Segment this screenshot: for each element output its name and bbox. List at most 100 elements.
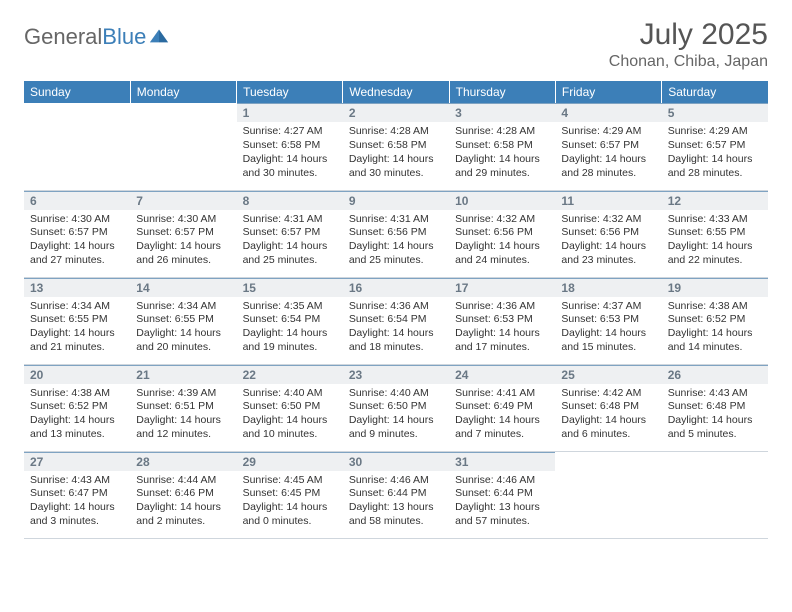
calendar-day-cell: 10Sunrise: 4:32 AMSunset: 6:56 PMDayligh… [449, 190, 555, 277]
day-number: 14 [130, 278, 236, 297]
day-number: 28 [130, 452, 236, 471]
day-number: 30 [343, 452, 449, 471]
day-details: Sunrise: 4:41 AMSunset: 6:49 PMDaylight:… [449, 384, 555, 444]
day-header-row: Sunday Monday Tuesday Wednesday Thursday… [24, 81, 768, 103]
day-number: 7 [130, 191, 236, 210]
day-number: 13 [24, 278, 130, 297]
day-number: 16 [343, 278, 449, 297]
day-details: Sunrise: 4:34 AMSunset: 6:55 PMDaylight:… [130, 297, 236, 357]
calendar-day-cell: 6Sunrise: 4:30 AMSunset: 6:57 PMDaylight… [24, 190, 130, 277]
day-details: Sunrise: 4:44 AMSunset: 6:46 PMDaylight:… [130, 471, 236, 531]
day-details: Sunrise: 4:29 AMSunset: 6:57 PMDaylight:… [555, 122, 661, 182]
calendar-day-cell: 5Sunrise: 4:29 AMSunset: 6:57 PMDaylight… [662, 103, 768, 190]
logo-text-general: General [24, 24, 102, 50]
day-number: 19 [662, 278, 768, 297]
calendar-day-cell: 14Sunrise: 4:34 AMSunset: 6:55 PMDayligh… [130, 277, 236, 364]
calendar-day-cell: 17Sunrise: 4:36 AMSunset: 6:53 PMDayligh… [449, 277, 555, 364]
calendar-day-cell: 27Sunrise: 4:43 AMSunset: 6:47 PMDayligh… [24, 451, 130, 538]
day-details: Sunrise: 4:31 AMSunset: 6:57 PMDaylight:… [237, 210, 343, 270]
day-number: 17 [449, 278, 555, 297]
day-number: 3 [449, 103, 555, 122]
day-number: 25 [555, 365, 661, 384]
day-details: Sunrise: 4:40 AMSunset: 6:50 PMDaylight:… [237, 384, 343, 444]
calendar-day-cell: 22Sunrise: 4:40 AMSunset: 6:50 PMDayligh… [237, 364, 343, 451]
calendar-day-cell: 23Sunrise: 4:40 AMSunset: 6:50 PMDayligh… [343, 364, 449, 451]
day-details: Sunrise: 4:31 AMSunset: 6:56 PMDaylight:… [343, 210, 449, 270]
calendar-day-cell: 13Sunrise: 4:34 AMSunset: 6:55 PMDayligh… [24, 277, 130, 364]
day-number: 1 [237, 103, 343, 122]
day-number: 24 [449, 365, 555, 384]
calendar-day-cell: 19Sunrise: 4:38 AMSunset: 6:52 PMDayligh… [662, 277, 768, 364]
day-number: 20 [24, 365, 130, 384]
calendar-week-row: 27Sunrise: 4:43 AMSunset: 6:47 PMDayligh… [24, 451, 768, 538]
day-details: Sunrise: 4:28 AMSunset: 6:58 PMDaylight:… [449, 122, 555, 182]
day-details: Sunrise: 4:30 AMSunset: 6:57 PMDaylight:… [130, 210, 236, 270]
calendar-day-cell: 18Sunrise: 4:37 AMSunset: 6:53 PMDayligh… [555, 277, 661, 364]
title-block: July 2025 Chonan, Chiba, Japan [609, 18, 768, 71]
calendar-day-cell: 2Sunrise: 4:28 AMSunset: 6:58 PMDaylight… [343, 103, 449, 190]
calendar-day-cell: 26Sunrise: 4:43 AMSunset: 6:48 PMDayligh… [662, 364, 768, 451]
calendar-day-cell [662, 451, 768, 538]
calendar-week-row: 13Sunrise: 4:34 AMSunset: 6:55 PMDayligh… [24, 277, 768, 364]
day-number: 21 [130, 365, 236, 384]
calendar-day-cell: 15Sunrise: 4:35 AMSunset: 6:54 PMDayligh… [237, 277, 343, 364]
day-details: Sunrise: 4:46 AMSunset: 6:44 PMDaylight:… [343, 471, 449, 531]
calendar-table: Sunday Monday Tuesday Wednesday Thursday… [24, 81, 768, 539]
calendar-week-row: 20Sunrise: 4:38 AMSunset: 6:52 PMDayligh… [24, 364, 768, 451]
day-number: 10 [449, 191, 555, 210]
day-number: 31 [449, 452, 555, 471]
day-header: Friday [555, 81, 661, 103]
calendar-day-cell: 25Sunrise: 4:42 AMSunset: 6:48 PMDayligh… [555, 364, 661, 451]
calendar-day-cell: 7Sunrise: 4:30 AMSunset: 6:57 PMDaylight… [130, 190, 236, 277]
day-details: Sunrise: 4:32 AMSunset: 6:56 PMDaylight:… [555, 210, 661, 270]
calendar-day-cell [24, 103, 130, 190]
day-details: Sunrise: 4:29 AMSunset: 6:57 PMDaylight:… [662, 122, 768, 182]
calendar-day-cell: 28Sunrise: 4:44 AMSunset: 6:46 PMDayligh… [130, 451, 236, 538]
day-details: Sunrise: 4:42 AMSunset: 6:48 PMDaylight:… [555, 384, 661, 444]
day-details: Sunrise: 4:32 AMSunset: 6:56 PMDaylight:… [449, 210, 555, 270]
calendar-day-cell: 4Sunrise: 4:29 AMSunset: 6:57 PMDaylight… [555, 103, 661, 190]
day-details: Sunrise: 4:28 AMSunset: 6:58 PMDaylight:… [343, 122, 449, 182]
day-details: Sunrise: 4:45 AMSunset: 6:45 PMDaylight:… [237, 471, 343, 531]
calendar-day-cell: 8Sunrise: 4:31 AMSunset: 6:57 PMDaylight… [237, 190, 343, 277]
day-number: 22 [237, 365, 343, 384]
calendar-week-row: 1Sunrise: 4:27 AMSunset: 6:58 PMDaylight… [24, 103, 768, 190]
calendar-day-cell: 20Sunrise: 4:38 AMSunset: 6:52 PMDayligh… [24, 364, 130, 451]
day-header: Wednesday [343, 81, 449, 103]
day-details: Sunrise: 4:43 AMSunset: 6:47 PMDaylight:… [24, 471, 130, 531]
calendar-body: 1Sunrise: 4:27 AMSunset: 6:58 PMDaylight… [24, 103, 768, 538]
day-details: Sunrise: 4:39 AMSunset: 6:51 PMDaylight:… [130, 384, 236, 444]
calendar-day-cell: 21Sunrise: 4:39 AMSunset: 6:51 PMDayligh… [130, 364, 236, 451]
day-number: 5 [662, 103, 768, 122]
day-details: Sunrise: 4:36 AMSunset: 6:54 PMDaylight:… [343, 297, 449, 357]
day-details: Sunrise: 4:43 AMSunset: 6:48 PMDaylight:… [662, 384, 768, 444]
calendar-day-cell: 3Sunrise: 4:28 AMSunset: 6:58 PMDaylight… [449, 103, 555, 190]
calendar-day-cell [555, 451, 661, 538]
day-number: 12 [662, 191, 768, 210]
calendar-day-cell: 9Sunrise: 4:31 AMSunset: 6:56 PMDaylight… [343, 190, 449, 277]
day-number: 4 [555, 103, 661, 122]
calendar-day-cell: 12Sunrise: 4:33 AMSunset: 6:55 PMDayligh… [662, 190, 768, 277]
day-details: Sunrise: 4:35 AMSunset: 6:54 PMDaylight:… [237, 297, 343, 357]
day-header: Saturday [662, 81, 768, 103]
day-details: Sunrise: 4:38 AMSunset: 6:52 PMDaylight:… [24, 384, 130, 444]
day-details: Sunrise: 4:38 AMSunset: 6:52 PMDaylight:… [662, 297, 768, 357]
day-number: 9 [343, 191, 449, 210]
day-number: 29 [237, 452, 343, 471]
day-details: Sunrise: 4:40 AMSunset: 6:50 PMDaylight:… [343, 384, 449, 444]
day-header: Monday [130, 81, 236, 103]
day-number: 27 [24, 452, 130, 471]
day-header: Thursday [449, 81, 555, 103]
day-details: Sunrise: 4:36 AMSunset: 6:53 PMDaylight:… [449, 297, 555, 357]
calendar-day-cell [130, 103, 236, 190]
calendar-day-cell: 30Sunrise: 4:46 AMSunset: 6:44 PMDayligh… [343, 451, 449, 538]
location-subtitle: Chonan, Chiba, Japan [609, 53, 768, 71]
day-details: Sunrise: 4:30 AMSunset: 6:57 PMDaylight:… [24, 210, 130, 270]
day-number: 23 [343, 365, 449, 384]
day-details: Sunrise: 4:34 AMSunset: 6:55 PMDaylight:… [24, 297, 130, 357]
calendar-day-cell: 11Sunrise: 4:32 AMSunset: 6:56 PMDayligh… [555, 190, 661, 277]
calendar-day-cell: 16Sunrise: 4:36 AMSunset: 6:54 PMDayligh… [343, 277, 449, 364]
day-number: 8 [237, 191, 343, 210]
calendar-week-row: 6Sunrise: 4:30 AMSunset: 6:57 PMDaylight… [24, 190, 768, 277]
day-number: 11 [555, 191, 661, 210]
